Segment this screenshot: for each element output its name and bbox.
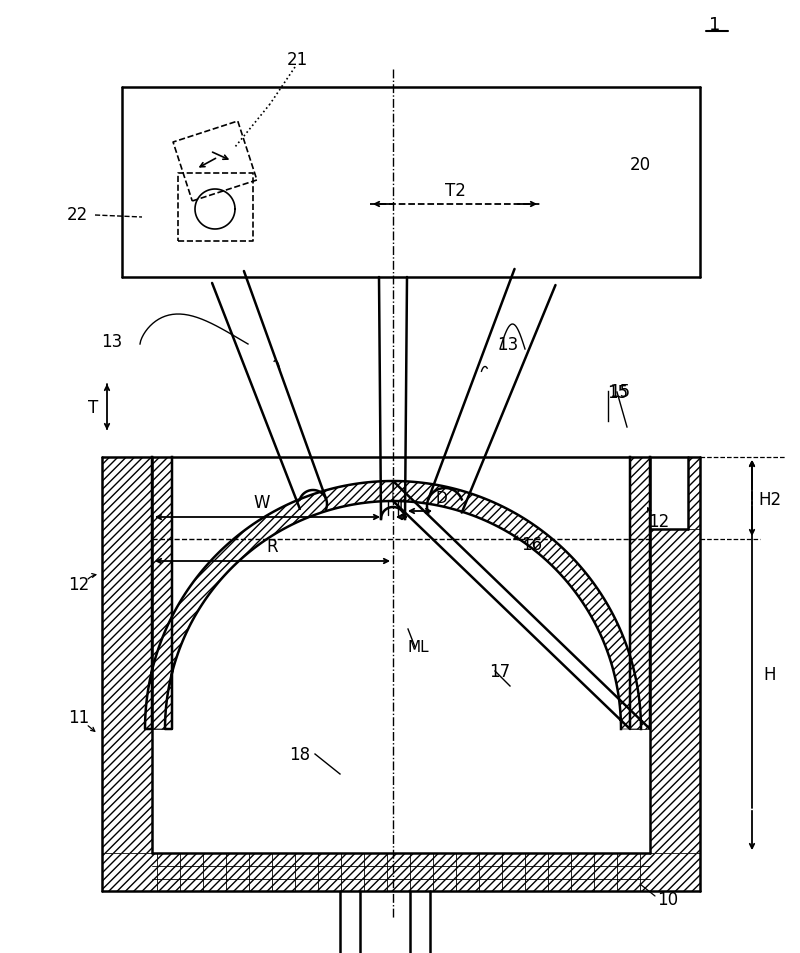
Text: 10: 10 (658, 890, 678, 908)
Bar (152, 457, 172, 729)
Text: W: W (254, 494, 270, 512)
Text: 22: 22 (67, 206, 88, 224)
Text: 11: 11 (68, 708, 90, 726)
Bar (630, 457, 650, 729)
Text: 12: 12 (68, 576, 90, 594)
Text: 15: 15 (610, 382, 630, 400)
Bar (102, 853, 700, 891)
Text: 1: 1 (710, 16, 721, 34)
Text: r: r (399, 496, 405, 511)
Text: T: T (88, 398, 98, 416)
Text: 12: 12 (648, 513, 670, 531)
Text: 20: 20 (630, 156, 650, 173)
Text: 17: 17 (490, 662, 510, 680)
Polygon shape (145, 481, 393, 729)
Text: 21: 21 (286, 51, 308, 69)
Text: 18: 18 (290, 745, 310, 763)
Text: ML: ML (407, 639, 429, 655)
Bar (688, 457, 700, 530)
Text: 15: 15 (607, 384, 629, 401)
Text: 13: 13 (498, 335, 518, 354)
Text: T2: T2 (445, 182, 466, 200)
Bar (650, 530, 700, 853)
Text: D: D (435, 491, 447, 506)
Text: H2: H2 (758, 491, 782, 509)
Bar (102, 457, 152, 853)
Text: R: R (266, 537, 278, 556)
Text: 16: 16 (522, 536, 542, 554)
Polygon shape (393, 481, 641, 729)
Text: 13: 13 (102, 333, 122, 351)
Text: H: H (764, 665, 776, 683)
